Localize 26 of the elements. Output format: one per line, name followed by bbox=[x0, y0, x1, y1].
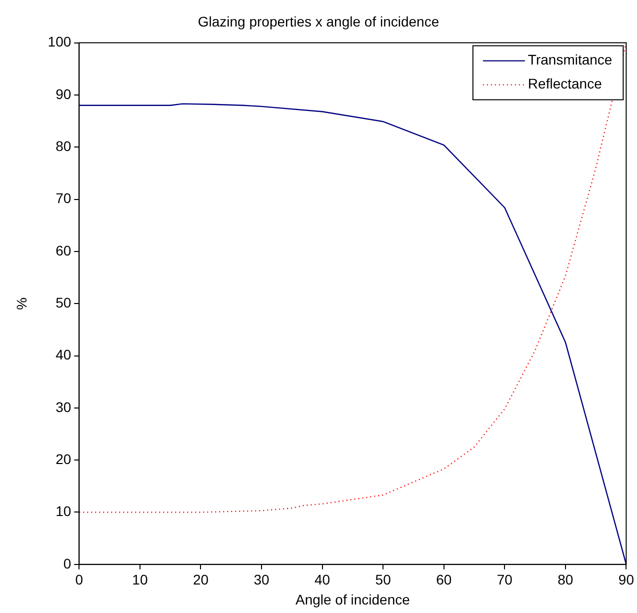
x-tick-label: 50 bbox=[375, 572, 392, 588]
x-axis-title: Angle of incidence bbox=[295, 591, 410, 608]
y-tick-label: 100 bbox=[48, 34, 72, 50]
y-tick-label: 80 bbox=[56, 138, 72, 154]
y-tick-label: 50 bbox=[56, 294, 72, 310]
y-tick-label: 20 bbox=[56, 450, 72, 467]
legend-label: Reflectance bbox=[528, 76, 602, 92]
y-tick-label: 0 bbox=[63, 555, 72, 572]
legend-label: Transmitance bbox=[528, 52, 612, 68]
y-tick-label: 10 bbox=[56, 503, 72, 520]
y-tick-label: 60 bbox=[56, 242, 72, 258]
x-tick-label: 20 bbox=[192, 572, 209, 588]
chart-title: Glazing properties x angle of incidence bbox=[198, 13, 440, 30]
x-tick-label: 10 bbox=[132, 572, 148, 588]
y-tick-label: 30 bbox=[56, 398, 72, 415]
x-tick-label: 30 bbox=[254, 572, 270, 588]
y-axis-title: % bbox=[13, 297, 30, 310]
x-tick-label: 40 bbox=[314, 572, 330, 588]
x-tick-label: 80 bbox=[558, 572, 574, 588]
x-tick-label: 90 bbox=[618, 572, 634, 588]
y-tick-label: 40 bbox=[56, 346, 72, 363]
x-tick-label: 60 bbox=[436, 572, 452, 588]
y-tick-label: 70 bbox=[56, 190, 72, 206]
y-tick-label: 90 bbox=[56, 86, 72, 102]
x-tick-label: 0 bbox=[75, 572, 84, 588]
x-tick-label: 70 bbox=[496, 572, 513, 588]
